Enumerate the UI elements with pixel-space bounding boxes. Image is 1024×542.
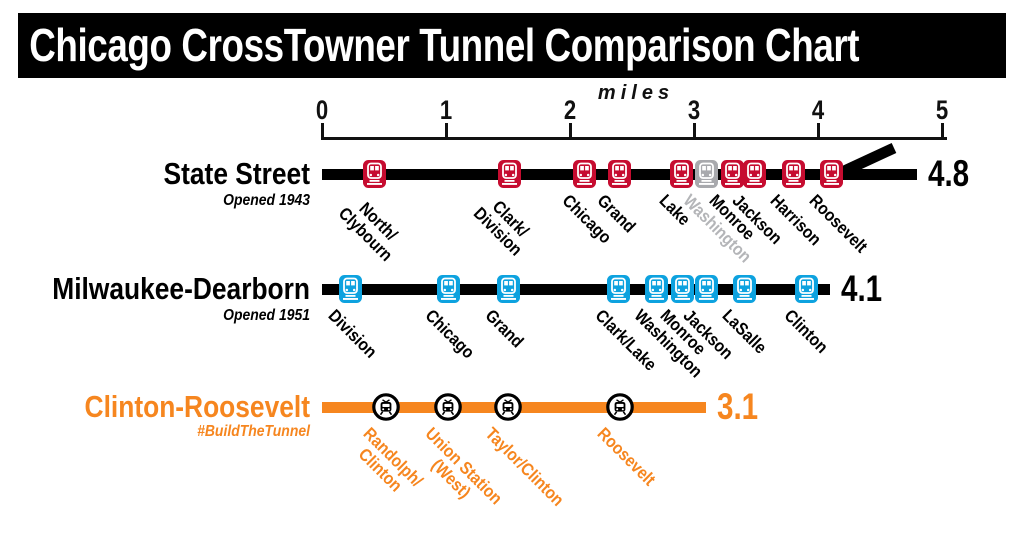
- axis-tick-label: 0: [315, 95, 329, 125]
- train-front-icon: [362, 160, 386, 188]
- station-marker: [670, 160, 698, 188]
- station-marker: [795, 275, 823, 303]
- line-track: [322, 283, 831, 295]
- station-marker: [733, 275, 761, 303]
- station-label: Clark/ Division: [470, 196, 534, 260]
- station-marker: [496, 275, 525, 303]
- station-label: North/ Clybourn: [334, 198, 402, 265]
- title-bar: Chicago CrossTowner Tunnel Comparison Ch…: [18, 13, 1006, 78]
- station-label: Chicago: [422, 305, 480, 363]
- axis-tick-label: 1: [439, 95, 453, 125]
- axis-tick: [444, 123, 448, 138]
- station-label: Clinton: [780, 305, 833, 357]
- train-front-icon: [670, 160, 694, 188]
- train-front-icon: [608, 160, 632, 188]
- station-marker: [362, 160, 391, 188]
- station-marker: [645, 275, 673, 303]
- line-name: Milwaukee-Dearborn: [52, 271, 310, 306]
- train-front-icon: [436, 275, 460, 303]
- line-name: Clinton-Roosevelt: [84, 389, 310, 424]
- train-front-icon: [606, 275, 630, 303]
- axis-tick-label: 3: [687, 95, 701, 125]
- station-marker: [671, 275, 699, 303]
- station-marker: [497, 160, 526, 188]
- line-length-value: 4.8: [928, 153, 970, 194]
- train-front-icon: [496, 275, 520, 303]
- train-front-icon: [820, 160, 844, 188]
- station-marker: [743, 160, 771, 188]
- train-front-icon: [573, 160, 597, 188]
- page-title: Chicago CrossTowner Tunnel Comparison Ch…: [29, 19, 860, 71]
- line-name: State Street: [163, 156, 310, 191]
- station-marker: [606, 275, 635, 303]
- station-marker: [608, 160, 636, 188]
- train-front-icon: [733, 275, 757, 303]
- axis-tick: [940, 123, 944, 138]
- train-front-icon: [372, 393, 401, 421]
- axis-tick: [692, 123, 696, 138]
- axis-tick: [816, 123, 820, 138]
- train-front-icon: [434, 393, 463, 421]
- station-marker: [820, 160, 848, 188]
- station-label: Roosevelt: [593, 423, 660, 490]
- train-front-icon: [494, 393, 522, 421]
- station-marker: [720, 160, 749, 188]
- station-marker: [605, 393, 634, 421]
- train-front-icon: [671, 275, 695, 303]
- train-front-icon: [720, 160, 744, 188]
- station-marker: [494, 393, 522, 421]
- station-marker: [694, 275, 723, 303]
- axis-tick-label: 5: [935, 95, 949, 125]
- axis-tick-label: 2: [563, 95, 577, 125]
- train-front-icon: [339, 275, 363, 303]
- train-front-icon: [795, 275, 819, 303]
- train-front-icon: [645, 275, 669, 303]
- train-front-icon: [743, 160, 767, 188]
- station-marker: [372, 393, 401, 421]
- axis-tick: [568, 123, 572, 138]
- axis-line: [321, 137, 947, 140]
- station-label: Grand: [481, 305, 528, 352]
- line-subtitle: #BuildTheTunnel: [197, 423, 310, 440]
- branch-stub-icon: [836, 141, 902, 184]
- axis-tick: [320, 123, 324, 138]
- axis-unit-label: miles: [597, 82, 675, 104]
- axis-tick-label: 4: [811, 95, 825, 125]
- station-marker: [573, 160, 601, 188]
- station-label: Division: [324, 305, 381, 362]
- line-subtitle: Opened 1951: [223, 307, 310, 324]
- line-length-value: 4.1: [841, 268, 883, 309]
- train-front-icon: [694, 275, 718, 303]
- station-marker: [436, 275, 465, 303]
- station-marker: [694, 160, 723, 188]
- train-front-icon: [605, 393, 634, 421]
- train-front-icon: [781, 160, 805, 188]
- station-label: Randolph/ Clinton: [355, 423, 428, 496]
- train-front-icon: [497, 160, 521, 188]
- station-marker: [781, 160, 810, 188]
- station-marker: [339, 275, 367, 303]
- line-length-value: 3.1: [717, 386, 759, 427]
- train-front-icon: [694, 160, 718, 188]
- station-marker: [434, 393, 463, 421]
- line-subtitle: Opened 1943: [223, 192, 310, 209]
- station-label: Roosevelt: [805, 190, 872, 257]
